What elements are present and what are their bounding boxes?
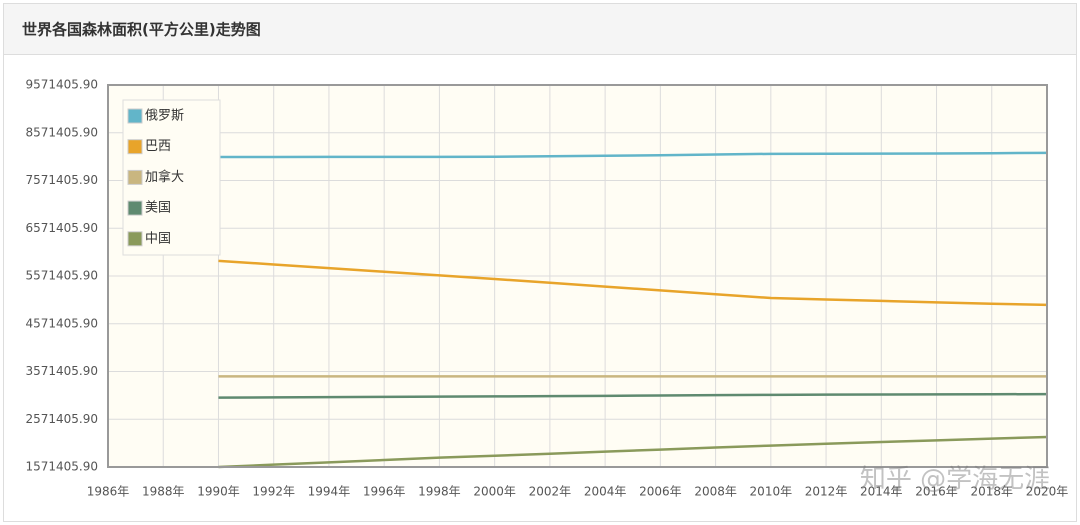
legend-label: 中国 [145,231,171,246]
x-tick-label: 1988年 [142,485,185,499]
legend-swatch [127,169,143,185]
legend-swatch [127,200,143,216]
x-tick-label: 2004年 [584,485,627,499]
x-tick-label: 2000年 [473,485,516,499]
x-tick-label: 2010年 [750,485,793,499]
watermark: 知乎 @学海无涯 [860,465,1050,495]
x-tick-label: 2018年 [970,485,1013,499]
y-tick-label: 9571405.90 [25,78,98,92]
series-line [218,151,1048,159]
legend-label: 俄罗斯 [145,109,184,124]
y-tick-label: 7571405.90 [25,173,98,187]
legend-label: 巴西 [145,139,171,154]
y-tick-label: 6571405.90 [25,221,98,235]
y-tick-label: 1571405.90 [25,460,98,474]
x-tick-label: 1986年 [87,485,130,499]
y-tick-label: 3571405.90 [25,364,98,378]
y-tick-label: 8571405.90 [25,125,98,139]
x-tick-label: 1996年 [363,485,406,499]
x-tick-label: 1998年 [418,485,461,499]
x-tick-label: 2012年 [805,485,848,499]
x-tick-label: 2008年 [694,485,737,499]
y-tick-label: 2571405.90 [25,412,98,426]
y-tick-label: 4571405.90 [25,316,98,330]
legend-label: 美国 [145,201,171,216]
panel-header [4,4,1076,54]
series-line [218,392,1048,399]
x-tick-label: 1990年 [197,485,240,499]
x-tick-label: 2002年 [529,485,572,499]
x-tick-label: 1994年 [308,485,351,499]
chart-title: 世界各国森林面积(平方公里)走势图 [22,21,261,39]
x-tick-label: 1992年 [252,485,295,499]
x-tick-label: 2016年 [915,485,958,499]
x-tick-label: 2020年 [1026,485,1069,499]
x-tick-label: 2014年 [860,485,903,499]
series-line [218,259,1048,307]
legend-swatch [127,108,143,124]
legend-label: 加拿大 [145,169,184,185]
plot-border [107,84,1048,468]
series-line [218,435,1048,469]
x-tick-label: 2006年 [639,485,682,499]
legend-swatch [127,231,143,247]
legend-swatch [127,139,143,155]
y-tick-label: 5571405.90 [25,269,98,283]
